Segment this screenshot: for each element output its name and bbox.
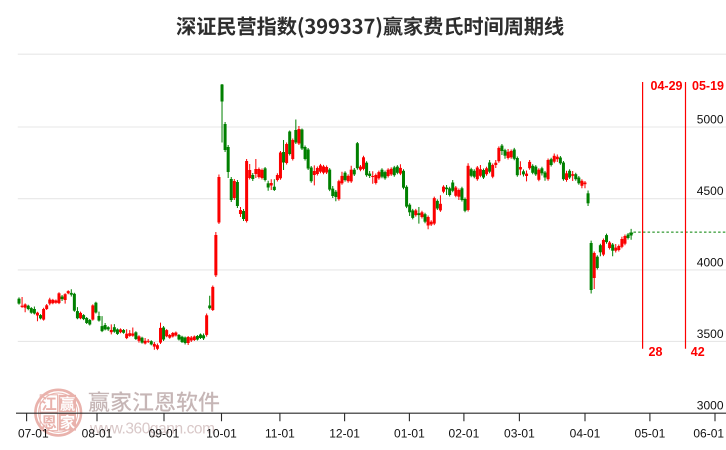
svg-text:02-01: 02-01 <box>449 427 480 441</box>
svg-text:28: 28 <box>649 345 663 359</box>
svg-text:4000: 4000 <box>697 255 724 269</box>
svg-text:04-01: 04-01 <box>570 427 601 441</box>
svg-text:42: 42 <box>691 345 705 359</box>
svg-text:04-29: 04-29 <box>651 79 683 93</box>
svg-text:4500: 4500 <box>697 184 724 198</box>
svg-text:09-01: 09-01 <box>149 427 180 441</box>
svg-text:www.360gann.com: www.360gann.com <box>89 421 215 438</box>
svg-text:08-01: 08-01 <box>82 427 113 441</box>
svg-text:12-01: 12-01 <box>329 427 360 441</box>
svg-text:01-01: 01-01 <box>394 427 425 441</box>
svg-text:5000: 5000 <box>697 112 724 126</box>
svg-text:11-01: 11-01 <box>265 427 295 441</box>
svg-text:3500: 3500 <box>697 327 724 341</box>
svg-text:07-01: 07-01 <box>18 427 49 441</box>
svg-text:06-01: 06-01 <box>693 427 724 441</box>
svg-text:05-01: 05-01 <box>635 427 666 441</box>
svg-text:3000: 3000 <box>697 399 724 413</box>
svg-text:10-01: 10-01 <box>206 427 237 441</box>
svg-text:03-01: 03-01 <box>504 427 535 441</box>
svg-text:05-19: 05-19 <box>692 79 724 93</box>
